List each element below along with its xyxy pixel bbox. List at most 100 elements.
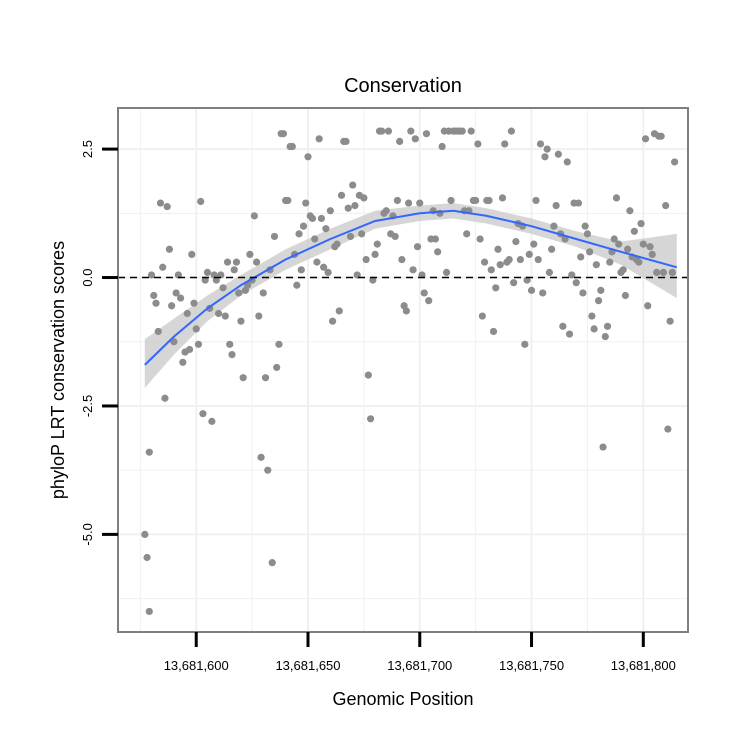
data-point bbox=[366, 415, 375, 423]
data-point bbox=[516, 255, 524, 264]
data-point bbox=[478, 312, 486, 320]
data-point bbox=[228, 350, 236, 359]
data-point bbox=[328, 317, 337, 325]
data-point bbox=[639, 240, 647, 248]
data-point bbox=[581, 222, 589, 230]
data-point bbox=[255, 312, 263, 320]
data-point bbox=[505, 255, 513, 264]
data-point bbox=[297, 266, 305, 274]
data-point bbox=[288, 142, 296, 151]
data-point bbox=[543, 145, 551, 153]
data-point bbox=[351, 202, 359, 210]
data-point bbox=[197, 197, 205, 206]
smooth-line-layer bbox=[144, 209, 678, 366]
data-point bbox=[369, 276, 377, 284]
data-point bbox=[420, 289, 428, 297]
data-point bbox=[141, 530, 149, 538]
data-point bbox=[250, 212, 258, 220]
x-tick-label: 13,681,750 bbox=[499, 658, 564, 673]
data-point bbox=[295, 230, 303, 238]
data-point bbox=[246, 250, 254, 259]
data-point bbox=[145, 448, 153, 456]
data-point bbox=[349, 181, 357, 189]
data-point bbox=[273, 363, 281, 372]
data-point bbox=[496, 261, 504, 269]
data-point bbox=[190, 299, 198, 307]
data-point bbox=[612, 194, 621, 202]
data-point bbox=[480, 258, 489, 266]
data-point bbox=[404, 199, 413, 207]
data-point bbox=[179, 358, 187, 366]
data-point bbox=[579, 289, 587, 297]
x-tick-label: 13,681,700 bbox=[387, 658, 452, 673]
data-point bbox=[163, 203, 171, 211]
data-point bbox=[346, 232, 355, 241]
x-tick-label: 13,681,650 bbox=[275, 658, 340, 673]
data-point bbox=[199, 410, 207, 418]
data-point bbox=[344, 204, 352, 212]
data-point bbox=[559, 322, 567, 330]
data-point bbox=[568, 271, 576, 279]
data-point bbox=[442, 268, 451, 276]
x-axis-ticks: 13,681,600 13,681,650 13,681,700 13,681,750… bbox=[164, 632, 676, 673]
y-tick-label: -5.0 bbox=[80, 523, 95, 545]
data-point bbox=[378, 127, 386, 135]
data-point bbox=[434, 248, 442, 256]
data-point bbox=[268, 559, 276, 567]
data-point bbox=[143, 553, 151, 562]
data-point bbox=[353, 271, 361, 279]
data-point bbox=[226, 340, 234, 348]
data-point bbox=[382, 207, 390, 215]
data-point bbox=[259, 289, 267, 297]
data-point bbox=[659, 268, 668, 276]
data-point bbox=[185, 345, 194, 354]
data-point bbox=[492, 284, 500, 292]
data-point bbox=[664, 425, 672, 433]
data-point bbox=[311, 235, 319, 243]
data-point bbox=[326, 207, 334, 215]
data-point bbox=[393, 196, 402, 205]
data-point bbox=[550, 222, 558, 230]
data-point bbox=[530, 240, 538, 248]
data-point bbox=[324, 268, 332, 276]
data-point bbox=[237, 317, 245, 325]
data-point bbox=[670, 158, 679, 166]
data-point bbox=[322, 225, 330, 233]
data-point bbox=[373, 240, 381, 248]
data-point bbox=[384, 127, 393, 135]
data-point bbox=[619, 266, 627, 274]
data-point bbox=[201, 276, 209, 284]
data-point bbox=[630, 227, 638, 235]
data-point bbox=[539, 289, 547, 297]
data-point bbox=[601, 333, 609, 341]
data-point bbox=[261, 374, 270, 382]
data-point bbox=[626, 207, 634, 215]
data-point bbox=[668, 268, 676, 276]
data-point bbox=[467, 127, 475, 135]
x-tick-label: 13,681,600 bbox=[164, 658, 229, 673]
data-point bbox=[409, 266, 417, 274]
data-point bbox=[313, 258, 321, 266]
data-point bbox=[176, 294, 185, 302]
smooth-line bbox=[144, 209, 678, 366]
data-point bbox=[662, 202, 670, 210]
data-point bbox=[644, 302, 652, 310]
data-point bbox=[438, 142, 446, 151]
data-point bbox=[653, 268, 661, 276]
data-point bbox=[554, 150, 562, 158]
data-point bbox=[521, 340, 529, 348]
data-point bbox=[648, 250, 656, 259]
data-point bbox=[299, 222, 308, 230]
data-point bbox=[552, 202, 560, 210]
data-point bbox=[532, 196, 540, 205]
data-point bbox=[239, 374, 247, 382]
data-point bbox=[597, 286, 605, 294]
y-axis-ticks: 2.5 0.0 -2.5 -5.0 bbox=[80, 140, 118, 546]
data-point bbox=[335, 307, 343, 315]
data-point bbox=[315, 135, 323, 143]
data-point bbox=[592, 261, 600, 269]
data-point bbox=[590, 325, 598, 333]
data-point bbox=[615, 240, 623, 248]
data-point bbox=[534, 255, 542, 264]
data-point bbox=[541, 153, 549, 161]
